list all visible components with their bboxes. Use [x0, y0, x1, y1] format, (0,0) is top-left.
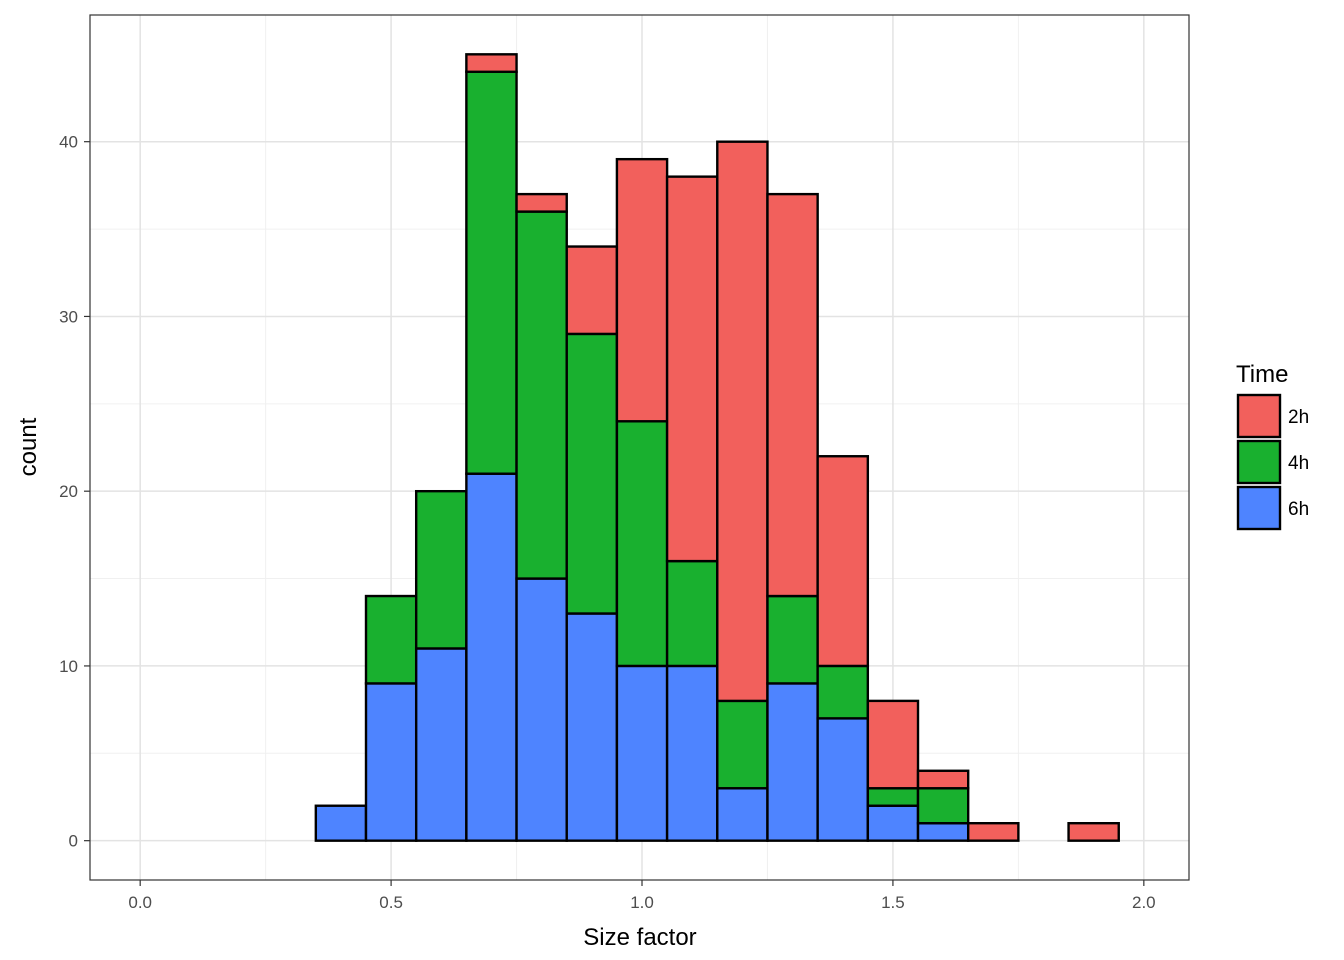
- legend-label-2h: 2h: [1288, 407, 1309, 428]
- bar-4h-bin-6: [414, 489, 468, 650]
- y-tick-label: 0: [69, 832, 78, 851]
- bar-4h-bin-9: [565, 332, 619, 615]
- bar-6h-bin-14: [816, 717, 870, 842]
- bar-6h-bin-9: [565, 612, 619, 842]
- bar-4h-bin-5: [364, 594, 418, 685]
- legend-label-6h: 6h: [1288, 499, 1309, 520]
- bar-6h-bin-12: [716, 787, 769, 842]
- bar-6h-bin-11: [665, 664, 719, 842]
- bar-6h-bin-5: [364, 682, 418, 842]
- bar-4h-bin-7: [465, 70, 518, 475]
- bar-4h-bin-14: [816, 664, 870, 720]
- bar-6h-bin-16: [916, 822, 970, 842]
- bar-2h-bin-14: [816, 455, 870, 668]
- legend-key-2h: [1236, 393, 1282, 439]
- bar-2h-bin-9: [565, 245, 619, 336]
- bar-4h-bin-12: [716, 699, 769, 790]
- x-tick-label: 1.0: [630, 893, 654, 912]
- bar-4h-bin-16: [916, 787, 970, 825]
- x-axis-title: Size factor: [583, 924, 696, 951]
- x-axis-ticks: 0.0 0.5 1.0 1.5 2.0: [128, 880, 1156, 912]
- bar-2h-bin-15: [866, 699, 920, 790]
- bar-2h-bin-17: [966, 822, 1020, 842]
- y-axis-title: count: [15, 417, 42, 476]
- bar-6h-bin-8: [515, 577, 568, 842]
- bar-4h-bin-10: [615, 420, 669, 668]
- y-axis-ticks: 0 10 20 30 40: [59, 133, 90, 851]
- y-tick-label: 20: [59, 482, 78, 501]
- bar-2h-bin-19: [1067, 822, 1120, 842]
- bar-2h-bin-8: [515, 192, 568, 213]
- bar-2h-bin-16: [916, 769, 970, 790]
- bar-4h-bin-8: [515, 210, 568, 580]
- bar-6h-bin-10: [615, 664, 669, 842]
- histogram-bars: [314, 53, 1120, 842]
- y-tick-label: 10: [59, 657, 78, 676]
- bar-2h-bin-12: [716, 140, 769, 703]
- x-tick-label: 0.5: [379, 893, 403, 912]
- bar-2h-bin-7: [465, 53, 518, 73]
- legend-label-4h: 4h: [1288, 453, 1309, 474]
- x-tick-label: 2.0: [1132, 893, 1156, 912]
- bar-2h-bin-11: [665, 175, 719, 563]
- panel-border: [89, 14, 1190, 881]
- x-tick-label: 0.0: [128, 893, 152, 912]
- y-tick-label: 30: [59, 307, 78, 326]
- bar-2h-bin-10: [615, 157, 669, 423]
- legend-key-6h: [1236, 485, 1282, 531]
- legend-key-4h: [1236, 439, 1282, 485]
- bar-6h-bin-15: [866, 804, 920, 842]
- legend: Time 2h 4h 6h: [1236, 361, 1309, 531]
- bar-6h-bin-13: [766, 682, 819, 842]
- bar-4h-bin-11: [665, 559, 719, 668]
- bar-4h-bin-13: [766, 594, 819, 685]
- bar-2h-bin-13: [766, 192, 819, 598]
- legend-title: Time: [1236, 361, 1288, 388]
- x-tick-label: 1.5: [881, 893, 905, 912]
- bar-4h-bin-15: [866, 787, 920, 807]
- y-tick-label: 40: [59, 133, 78, 152]
- bar-6h-bin-7: [465, 472, 518, 842]
- bar-6h-bin-4: [314, 804, 368, 842]
- bar-6h-bin-6: [414, 647, 468, 842]
